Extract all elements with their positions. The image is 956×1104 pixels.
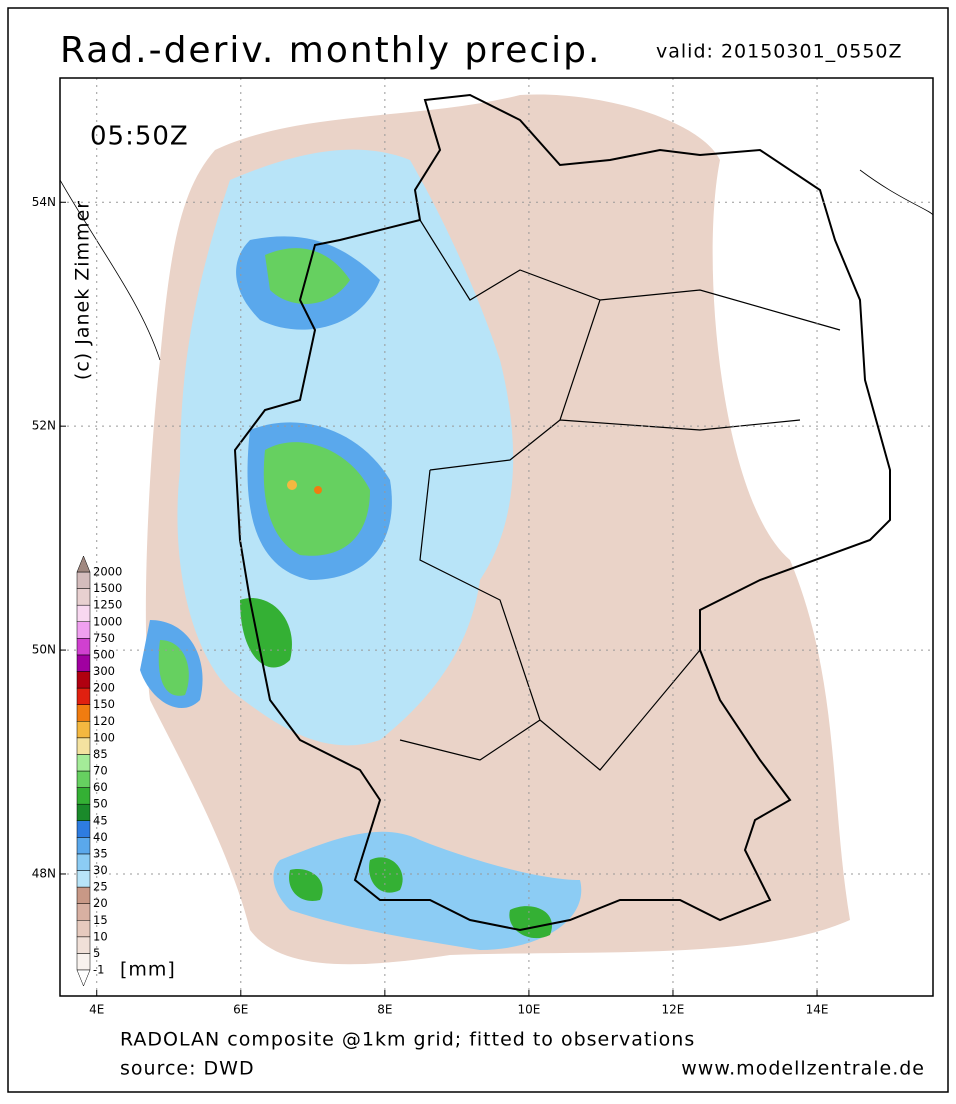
precip-light	[273, 831, 582, 950]
colorbar-swatch	[76, 721, 91, 739]
colorbar-label: 60	[93, 780, 108, 794]
lon-tick-label: 6E	[233, 1003, 248, 1017]
colorbar-label: 150	[93, 697, 115, 711]
colorbar-label: 500	[93, 647, 115, 661]
colorbar-label: 35	[93, 846, 108, 860]
coastline	[60, 169, 933, 361]
lon-tick-label: 8E	[377, 1003, 392, 1017]
lon-tick-label: 4E	[89, 1003, 104, 1017]
colorbar-swatch	[76, 853, 91, 871]
colorbar-swatch	[76, 886, 91, 904]
precip-peak	[287, 480, 297, 490]
colorbar-swatch	[76, 754, 91, 772]
footer-text: RADOLAN composite @1km grid; fitted to o…	[120, 1029, 695, 1051]
colorbar-swatch	[76, 903, 91, 921]
colorbar-swatch	[76, 588, 91, 606]
precip-heavy	[289, 857, 552, 939]
colorbar-label: 200	[93, 681, 115, 695]
colorbar: -1 5 10 15 20 25 30 35 40 45 50 60 70 85 100 120 150 200 3…	[76, 555, 122, 987]
colorbar-label: 30	[93, 863, 108, 877]
colorbar-swatch	[76, 604, 91, 623]
colorbar-swatch	[76, 687, 91, 705]
colorbar-swatch	[76, 737, 91, 755]
lon-tick-label: 10E	[517, 1003, 540, 1017]
time-label: 05:50Z	[90, 122, 189, 152]
lat-tick-label: 48N	[32, 866, 56, 880]
colorbar-label: 15	[93, 913, 108, 927]
colorbar-swatch	[76, 837, 91, 855]
lat-tick-label: 52N	[32, 419, 56, 433]
colorbar-label: 10	[93, 929, 108, 943]
colorbar-label: 50	[93, 797, 108, 811]
colorbar-label: 1000	[93, 614, 122, 628]
lat-tick-label: 50N	[32, 643, 56, 657]
colorbar-unit: [mm]	[120, 959, 176, 981]
colorbar-swatch	[76, 671, 91, 689]
colorbar-label: 2000	[93, 565, 122, 579]
colorbar-label: 25	[93, 880, 108, 894]
colorbar-label: 40	[93, 830, 108, 844]
colorbar-swatch	[76, 638, 91, 656]
colorbar-label: 85	[93, 747, 108, 761]
colorbar-swatch	[76, 704, 91, 722]
colorbar-label: 45	[93, 813, 108, 827]
colorbar-swatch	[76, 870, 91, 888]
colorbar-swatch	[76, 787, 91, 805]
colorbar-label: -1	[93, 963, 104, 977]
colorbar-swatch	[76, 920, 91, 938]
lon-tick-label: 14E	[806, 1003, 829, 1017]
colorbar-label: 1250	[93, 598, 122, 612]
colorbar-label: 300	[93, 664, 115, 678]
colorbar-swatch	[76, 936, 91, 954]
precip-heavy	[263, 442, 370, 556]
precip-heavy	[158, 640, 189, 696]
colorbar-label: 5	[93, 946, 100, 960]
footer-source: source: DWD	[120, 1058, 255, 1080]
colorbar-label: 20	[93, 896, 108, 910]
country-border	[233, 93, 891, 932]
colorbar-label: 120	[93, 714, 115, 728]
colorbar-swatch	[76, 654, 91, 672]
colorbar-over	[76, 555, 91, 573]
colorbar-under	[76, 969, 91, 987]
colorbar-swatch	[76, 803, 91, 822]
colorbar-swatch	[76, 571, 91, 589]
lat-tick-label: 54N	[32, 195, 56, 209]
lon-tick-label: 12E	[662, 1003, 685, 1017]
graticule: 4E 6E 8E 10E 12E 14E 48N 50N 52N 54N	[32, 78, 933, 1017]
precip-peak	[314, 486, 322, 494]
colorbar-label: 1500	[93, 581, 122, 595]
colorbar-swatch	[76, 953, 91, 971]
colorbar-label: 100	[93, 730, 115, 744]
title: Rad.-deriv. monthly precip.	[60, 30, 601, 71]
map-layer	[60, 93, 933, 965]
colorbar-label: 70	[93, 764, 108, 778]
state-borders	[399, 219, 841, 771]
credit: (c) Janek Zimmer	[72, 200, 94, 380]
valid-time: valid: 20150301_0550Z	[656, 41, 903, 63]
map-frame	[59, 77, 934, 997]
colorbar-label: 750	[93, 631, 115, 645]
colorbar-swatch	[76, 820, 91, 838]
colorbar-swatch	[76, 621, 91, 639]
footer-website: www.modellzentrale.de	[681, 1058, 925, 1080]
colorbar-swatch	[76, 770, 91, 788]
